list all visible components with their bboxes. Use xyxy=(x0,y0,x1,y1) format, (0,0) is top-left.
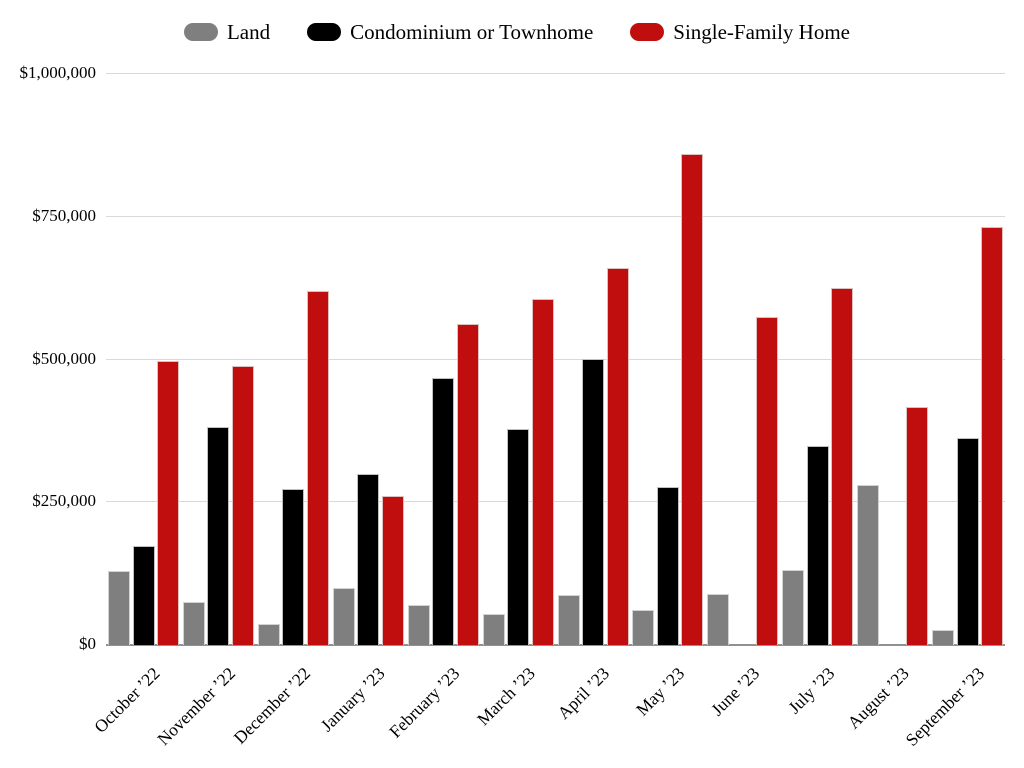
x-axis-tick-label-november-22: November ’22 xyxy=(152,663,239,750)
bar-land-july-23 xyxy=(782,570,805,645)
gridline-750-000 xyxy=(106,216,1005,217)
bar-land-december-22 xyxy=(257,624,280,645)
y-axis-tick-label: $1,000,000 xyxy=(19,63,97,82)
bar-single-family-home-december-22 xyxy=(306,291,329,645)
bar-condominium-or-townhome-october-22 xyxy=(132,546,155,645)
bar-land-may-23 xyxy=(632,610,655,645)
bar-single-family-home-october-22 xyxy=(157,361,179,645)
bar-single-family-home-march-23 xyxy=(531,299,554,645)
x-axis-tick-label-april-23: April ’23 xyxy=(553,663,614,724)
x-axis-tick-label-january-23: January ’23 xyxy=(316,663,389,736)
bar-single-family-home-september-23 xyxy=(981,227,1003,645)
x-axis-tick-label-august-23: August ’23 xyxy=(843,663,914,733)
bar-condominium-or-townhome-march-23 xyxy=(507,429,529,645)
bar-condominium-or-townhome-january-23 xyxy=(357,474,380,645)
legend-item-land[interactable]: Land xyxy=(183,19,271,44)
bar-land-november-22 xyxy=(182,602,205,645)
bar-condominium-or-townhome-may-23 xyxy=(656,487,679,645)
y-axis-tick-label: $500,000 xyxy=(32,349,96,368)
x-axis-tick-label-december-22: December ’22 xyxy=(229,663,314,748)
y-axis-tick-label: $250,000 xyxy=(32,491,96,510)
chart-legend: Land Condominium or Townhome Single-Fami… xyxy=(0,16,1024,48)
legend-label: Single-Family Home xyxy=(673,19,851,44)
condominium-series-swatch-icon xyxy=(307,23,342,41)
bar-single-family-home-july-23 xyxy=(831,288,854,645)
legend-label: Condominium or Townhome xyxy=(350,19,594,44)
bar-condominium-or-townhome-april-23 xyxy=(582,359,604,645)
bar-condominium-or-townhome-september-23 xyxy=(956,438,979,645)
bar-single-family-home-april-23 xyxy=(606,268,629,645)
land-series-swatch-icon xyxy=(183,23,218,41)
bar-single-family-home-june-23 xyxy=(756,317,779,645)
gridline-500-000 xyxy=(106,359,1005,360)
bar-land-january-23 xyxy=(332,588,355,645)
bar-land-august-23 xyxy=(857,485,880,645)
legend-item-condominium-or-townhome[interactable]: Condominium or Townhome xyxy=(307,19,594,44)
single-family-series-swatch-icon xyxy=(630,23,665,41)
gridline-250-000 xyxy=(106,501,1005,502)
bar-land-june-23 xyxy=(707,594,730,645)
bar-single-family-home-august-23 xyxy=(906,407,929,645)
bar-land-april-23 xyxy=(557,595,580,645)
gridline-1-000-000 xyxy=(106,73,1005,74)
bar-single-family-home-february-23 xyxy=(456,324,479,645)
bar-land-september-23 xyxy=(932,630,954,645)
x-axis-tick-label-october-22: October ’22 xyxy=(90,663,165,737)
bar-single-family-home-november-22 xyxy=(231,366,254,645)
bar-land-february-23 xyxy=(407,605,430,645)
bar-condominium-or-townhome-february-23 xyxy=(432,378,455,645)
x-axis-tick-label-february-23: February ’23 xyxy=(385,663,464,742)
bar-land-march-23 xyxy=(482,614,505,645)
x-axis-line xyxy=(106,644,1005,646)
x-axis-tick-label-september-23: September ’23 xyxy=(901,663,989,750)
legend-item-single-family-home[interactable]: Single-Family Home xyxy=(630,19,851,44)
y-axis-tick-label: $750,000 xyxy=(32,206,96,225)
bar-single-family-home-january-23 xyxy=(381,496,404,645)
x-axis-tick-label-june-23: June ’23 xyxy=(706,663,764,720)
x-axis-tick-label-july-23: July ’23 xyxy=(783,663,839,718)
bar-land-october-22 xyxy=(108,571,130,645)
bar-condominium-or-townhome-july-23 xyxy=(806,446,829,645)
x-axis-tick-label-may-23: May ’23 xyxy=(632,663,689,720)
y-axis-tick-label: $0 xyxy=(79,634,96,653)
bar-condominium-or-townhome-december-22 xyxy=(282,489,305,645)
x-axis-tick-label-march-23: March ’23 xyxy=(472,663,539,730)
legend-label: Land xyxy=(226,19,271,44)
bar-single-family-home-may-23 xyxy=(681,154,704,645)
bar-condominium-or-townhome-november-22 xyxy=(207,427,230,645)
